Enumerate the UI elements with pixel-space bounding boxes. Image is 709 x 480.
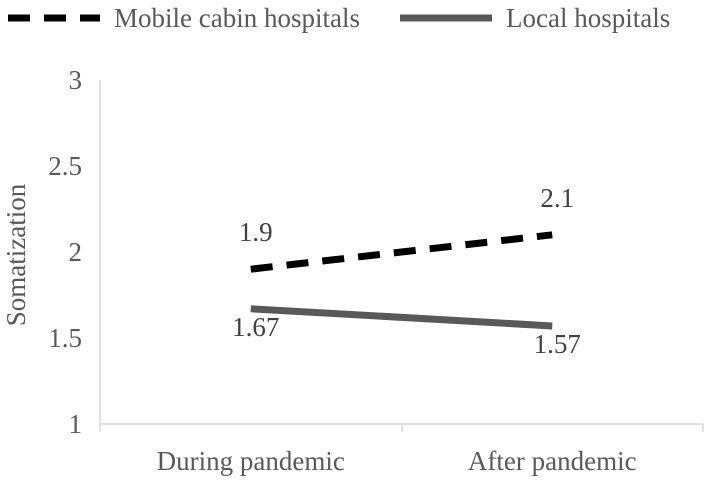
legend-label-mobile-cabin-hospitals: Mobile cabin hospitals [114, 3, 360, 33]
x-tick-label-during-pandemic: During pandemic [157, 446, 345, 476]
data-label-local-hospitals: 1.67 [232, 312, 279, 342]
y-axis-title: Somatization [1, 183, 31, 326]
series-line-mobile-cabin-hospitals [250, 231, 553, 273]
y-tick-label: 1 [69, 409, 83, 439]
data-label-local-hospitals: 1.57 [534, 329, 581, 359]
y-tick-label: 1.5 [48, 323, 82, 353]
series-line-local-hospitals [250, 305, 553, 330]
legend: Mobile cabin hospitals Local hospitals [8, 3, 670, 33]
data-labels: 1.9 2.1 1.67 1.57 [232, 183, 581, 359]
x-tick-labels: During pandemic After pandemic [157, 446, 637, 476]
data-label-mobile-cabin-hospitals: 1.9 [239, 217, 273, 247]
legend-label-local-hospitals: Local hospitals [506, 3, 670, 33]
y-tick-labels: 1 1.5 2 2.5 3 [48, 65, 82, 439]
y-tick-label: 3 [69, 65, 83, 95]
x-tick-label-after-pandemic: After pandemic [468, 446, 637, 476]
y-tick-label: 2.5 [48, 151, 82, 181]
series [250, 231, 553, 330]
data-label-mobile-cabin-hospitals: 2.1 [540, 183, 574, 213]
y-tick-label: 2 [69, 237, 83, 267]
